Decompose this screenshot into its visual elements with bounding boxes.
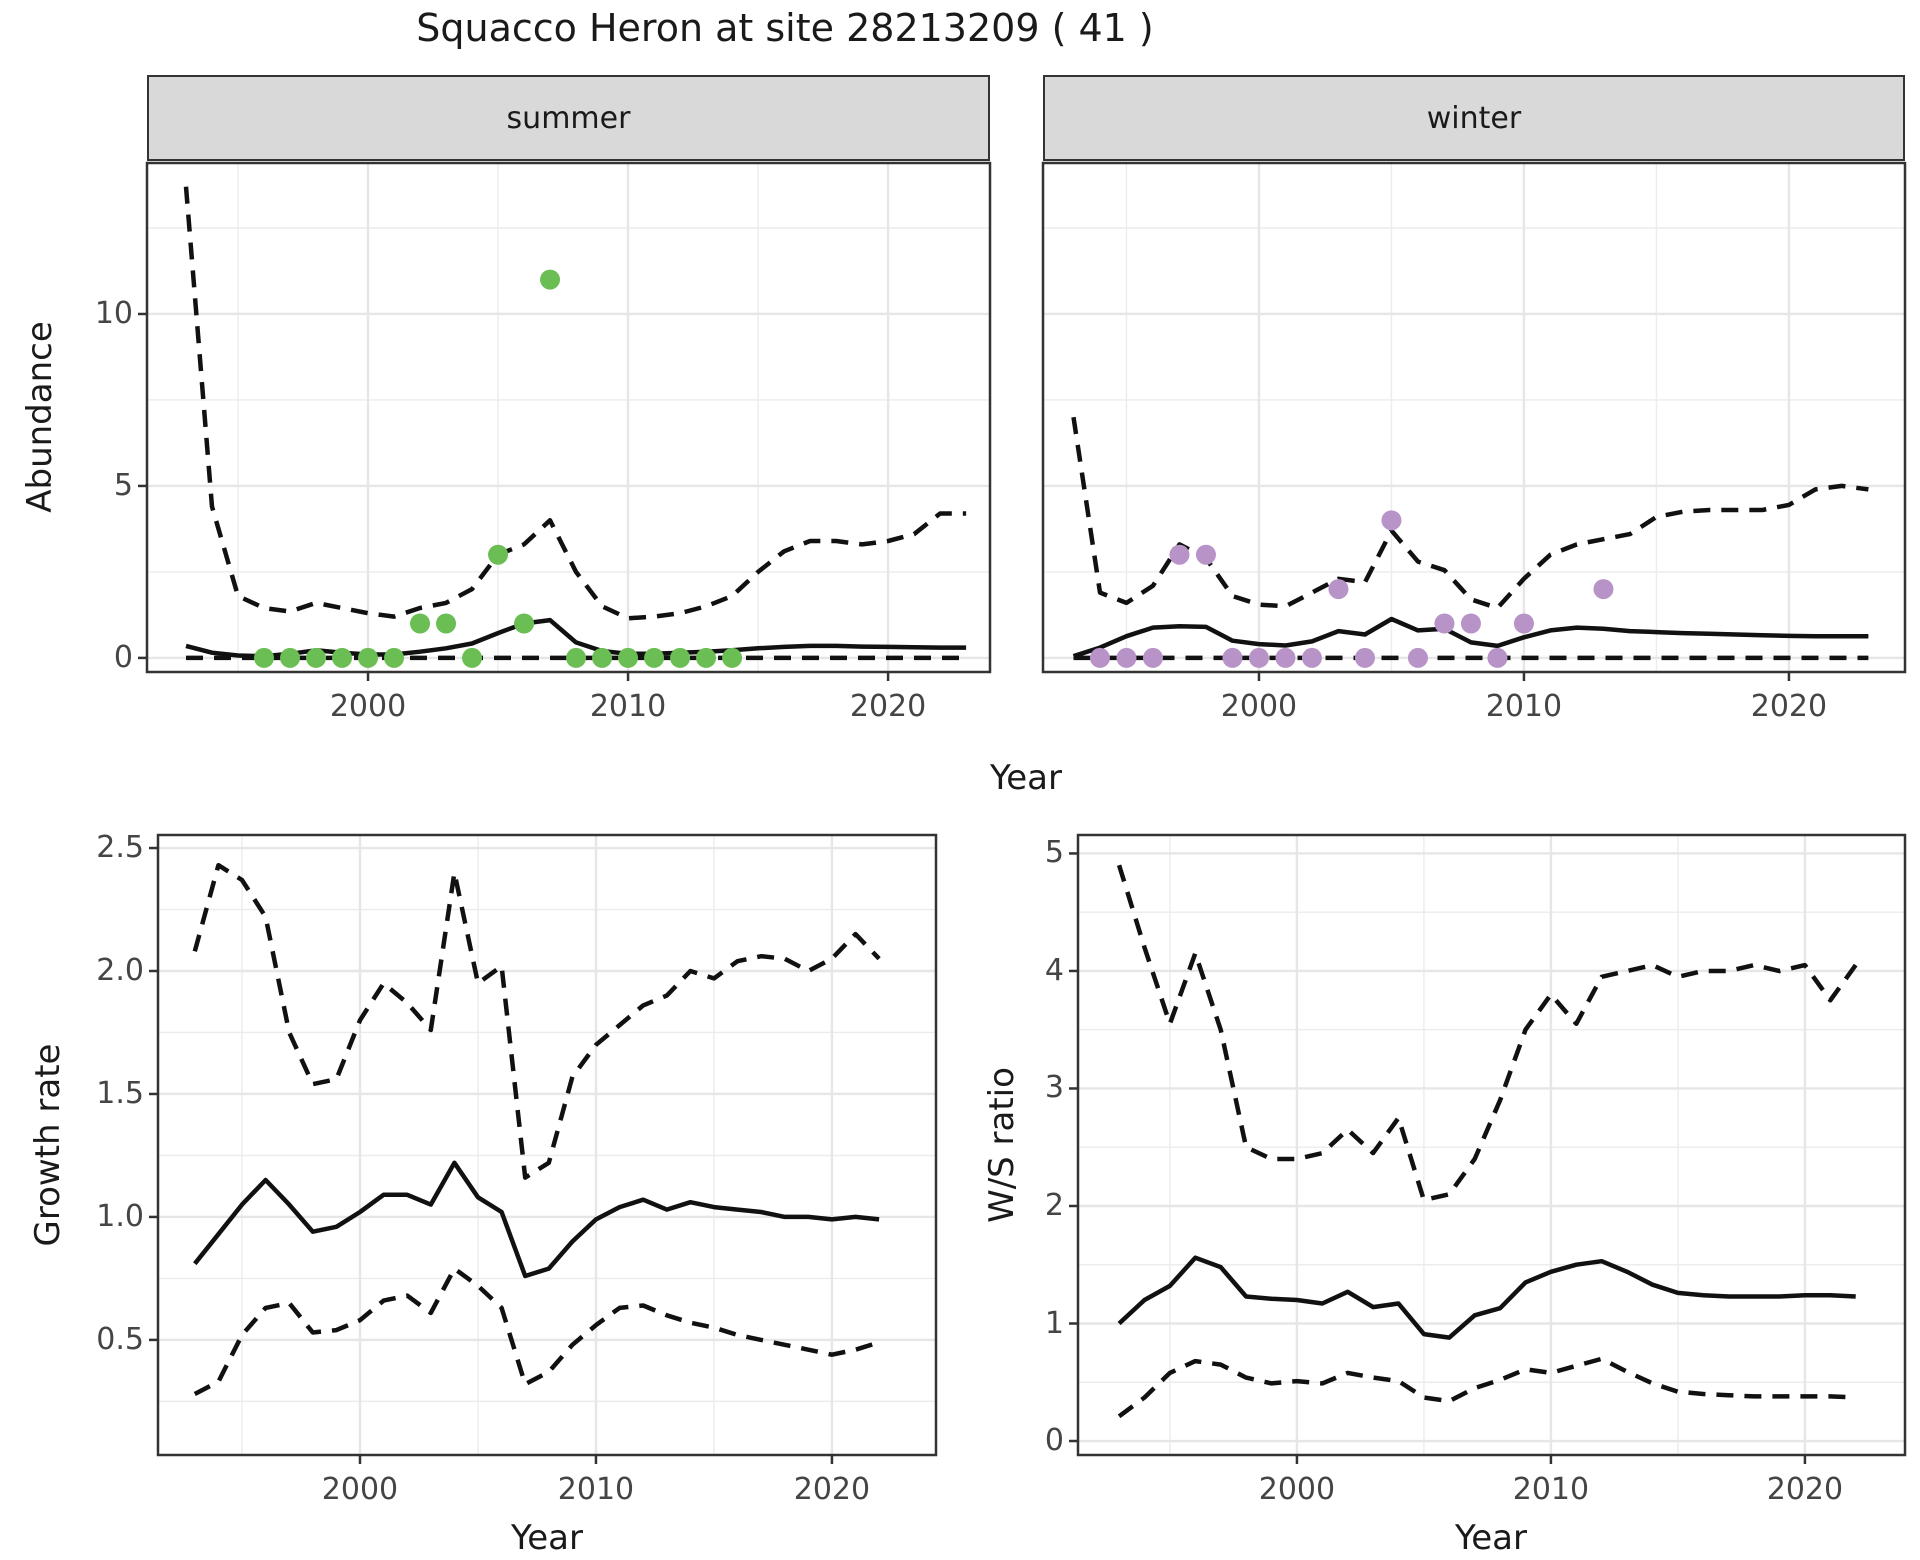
growth-rate-panel xyxy=(149,833,938,1464)
observed-counts-summer-point xyxy=(254,647,275,668)
growth-rate-y-tick-label: 2.5 xyxy=(96,830,144,866)
observed-counts-summer-point xyxy=(722,647,743,668)
abundance-winter-x-tick-label: 2020 xyxy=(1750,689,1828,724)
abundance-summer-x-tick-label: 2000 xyxy=(329,689,407,724)
observed-counts-summer-point xyxy=(618,647,639,668)
ws-ratio-panel xyxy=(1069,833,1907,1464)
ws-ratio-y-tick-label: 1 xyxy=(1044,1305,1064,1341)
observed-counts-summer-point xyxy=(488,544,509,565)
observed-counts-summer-point xyxy=(358,647,379,668)
observed-counts-summer-point xyxy=(566,647,587,668)
abundance-winter-x-tick-label: 2000 xyxy=(1220,689,1298,724)
observed-counts-summer-point xyxy=(670,647,691,668)
observed-counts-summer-point xyxy=(332,647,353,668)
ws-ratio-x-tick-label: 2020 xyxy=(1766,1472,1844,1507)
ws-ratio-upper_ci-line xyxy=(1116,864,1858,1203)
observed-counts-winter-point xyxy=(1328,579,1349,600)
observed-counts-winter-point xyxy=(1142,647,1163,668)
ws-ratio-y-tick-label: 4 xyxy=(1044,952,1064,988)
observed-counts-summer-point xyxy=(644,647,665,668)
x-axis-title-growth-rate: Year xyxy=(511,1518,583,1558)
observed-counts-summer-point xyxy=(592,647,613,668)
growth-rate-upper_ci-line xyxy=(192,862,881,1180)
abundance-summer-x-tick-label: 2020 xyxy=(849,689,927,724)
ws-ratio-y-tick-label: 0 xyxy=(1044,1423,1064,1459)
observed-counts-winter-point xyxy=(1381,510,1402,531)
observed-counts-summer-point xyxy=(306,647,327,668)
abundance-summer-upper_ci-line xyxy=(183,186,967,621)
abundance-winter-upper_ci-line xyxy=(1071,416,1869,611)
observed-counts-winter-point xyxy=(1434,613,1455,634)
abundance-summer-y-tick-label: 10 xyxy=(94,295,133,331)
growth-rate-x-tick-label: 2020 xyxy=(793,1472,871,1507)
facet-strip-summer-label: summer xyxy=(506,100,631,136)
observed-counts-summer-point xyxy=(540,269,561,290)
abundance-summer-x-tick-label: 2010 xyxy=(589,689,667,724)
observed-counts-winter-point xyxy=(1248,647,1269,668)
ws-ratio-x-tick-label: 2000 xyxy=(1258,1472,1336,1507)
observed-counts-winter-point xyxy=(1460,613,1481,634)
abundance-summer-panel xyxy=(138,161,992,681)
abundance-winter-x-tick-label: 2010 xyxy=(1485,689,1563,724)
observed-counts-winter-point xyxy=(1487,647,1508,668)
observed-counts-winter-point xyxy=(1222,647,1243,668)
ws-ratio-y-tick-label: 3 xyxy=(1044,1070,1064,1106)
growth-rate-x-tick-label: 2010 xyxy=(557,1472,635,1507)
abundance-winter-panel xyxy=(1041,161,1907,681)
observed-counts-summer-point xyxy=(514,613,535,634)
growth-rate-median-line xyxy=(193,1160,880,1279)
ws-ratio-y-tick-label: 2 xyxy=(1044,1187,1064,1223)
growth-rate-y-tick-label: 1.0 xyxy=(96,1198,144,1234)
plot-title: Squacco Heron at site 28213209 ( 41 ) xyxy=(416,6,1154,50)
growth-rate-y-tick-label: 0.5 xyxy=(96,1321,144,1357)
growth-rate-y-tick-label: 2.0 xyxy=(96,953,144,988)
facet-strip-winter-label: winter xyxy=(1426,100,1522,136)
observed-counts-summer-point xyxy=(410,613,431,634)
facet-strip-winter: winter xyxy=(1043,75,1905,161)
ws-ratio-x-tick-label: 2010 xyxy=(1512,1472,1590,1507)
observed-counts-winter-point xyxy=(1195,544,1216,565)
observed-counts-winter-point xyxy=(1513,613,1534,634)
observed-counts-winter-point xyxy=(1407,647,1428,668)
observed-counts-winter-point xyxy=(1275,647,1296,668)
observed-counts-winter-point xyxy=(1301,647,1322,668)
observed-counts-summer-point xyxy=(280,647,301,668)
observed-counts-summer-point xyxy=(436,613,457,634)
observed-counts-winter-point xyxy=(1089,647,1110,668)
abundance-summer-y-tick-label: 5 xyxy=(113,467,133,503)
observed-counts-summer-point xyxy=(384,647,405,668)
observed-counts-winter-point xyxy=(1354,647,1375,668)
observed-counts-winter-point xyxy=(1593,579,1614,600)
ws-ratio-lower_ci-line xyxy=(1117,1356,1856,1419)
observed-counts-winter-point xyxy=(1169,544,1190,565)
growth-rate-x-tick-label: 2000 xyxy=(321,1472,399,1507)
ws-ratio-y-tick-label: 5 xyxy=(1044,835,1064,871)
observed-counts-winter-point xyxy=(1116,647,1137,668)
growth-rate-lower_ci-line xyxy=(193,1266,880,1396)
observed-counts-summer-point xyxy=(696,647,717,668)
x-axis-title-top: Year xyxy=(990,758,1062,798)
facet-strip-summer: summer xyxy=(147,75,990,161)
abundance-winter-median-line xyxy=(1072,616,1869,659)
observed-counts-summer-point xyxy=(462,647,483,668)
x-axis-title-ws-ratio: Year xyxy=(1455,1518,1527,1558)
growth-rate-y-tick-label: 1.5 xyxy=(96,1075,144,1111)
ws-ratio-median-line xyxy=(1117,1255,1856,1340)
abundance-summer-y-tick-label: 0 xyxy=(113,639,133,675)
